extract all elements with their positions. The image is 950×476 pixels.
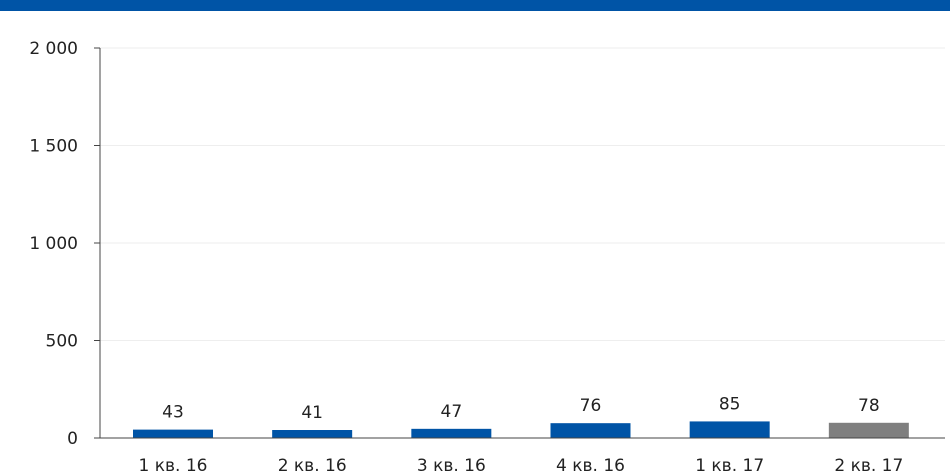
bar-value-label: 47 — [441, 402, 463, 422]
y-tick-label: 500 — [46, 332, 78, 352]
bar-value-label: 85 — [719, 394, 741, 414]
x-tick-label: 2 кв. 16 — [278, 456, 347, 476]
x-tick-label: 4 кв. 16 — [556, 456, 625, 476]
x-tick-label: 3 кв. 16 — [417, 456, 486, 476]
gridlines — [100, 47, 945, 341]
bar — [133, 429, 213, 438]
y-tick-label: 1 000 — [29, 234, 78, 254]
bar — [550, 423, 631, 438]
axes — [94, 47, 945, 439]
x-tick-label: 2 кв. 17 — [834, 456, 903, 476]
bar — [411, 428, 492, 438]
header-stripe — [0, 0, 950, 11]
y-tick-label: 2 000 — [29, 39, 78, 59]
bar-value-label: 78 — [858, 396, 880, 416]
bar-value-label: 76 — [580, 396, 602, 416]
x-tick-label: 1 кв. 17 — [695, 456, 764, 476]
bars — [133, 421, 909, 438]
labels: 0 500 1 000 1 500 2 000 43 1 кв. 16 41 2 кв. 16 4… — [29, 39, 903, 476]
bar — [272, 430, 353, 438]
bar — [828, 422, 909, 438]
x-tick-label: 1 кв. 16 — [139, 456, 208, 476]
bar — [689, 421, 770, 438]
y-tick-label: 1 500 — [29, 137, 78, 157]
bar-value-label: 41 — [301, 403, 323, 423]
y-tick-label: 0 — [67, 429, 78, 449]
bar-value-label: 43 — [162, 403, 184, 423]
